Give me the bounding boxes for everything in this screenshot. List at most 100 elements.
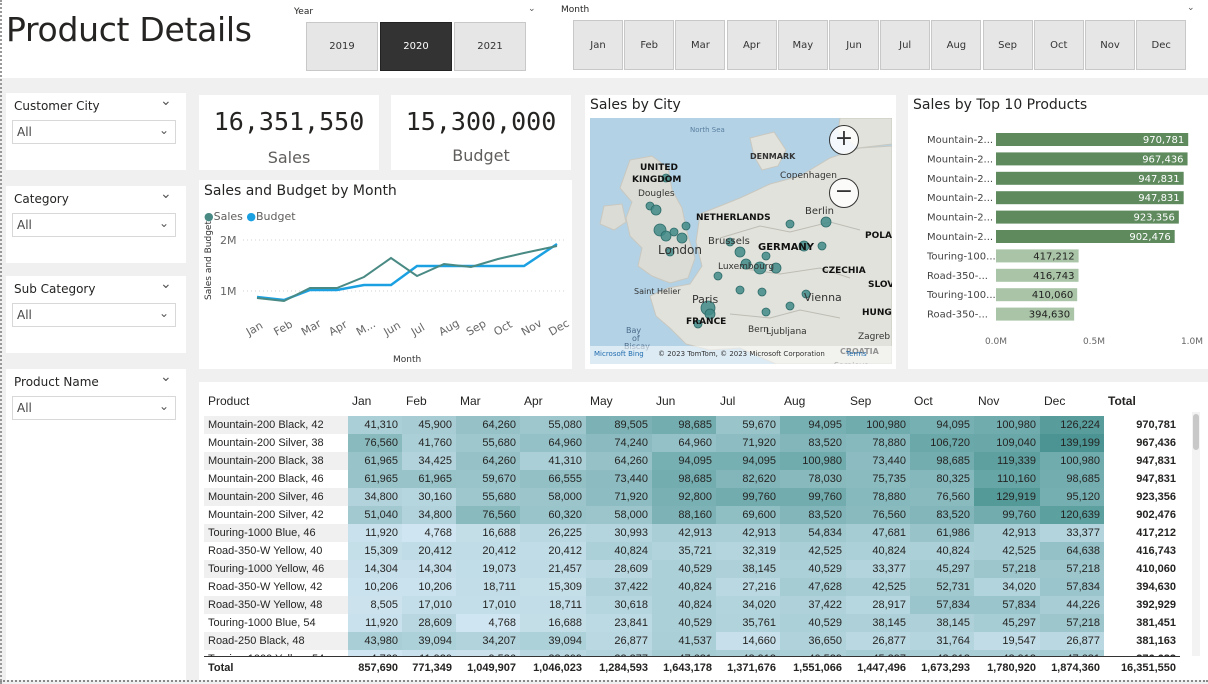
map-bubble[interactable] — [801, 289, 811, 299]
table-row[interactable]: Mountain-200 Silver, 38 76,560 41,760 55,68… — [204, 434, 1180, 452]
map-bubble[interactable] — [681, 221, 691, 231]
month-tile-mar[interactable]: Mar — [675, 20, 726, 70]
map-bubble[interactable] — [669, 227, 679, 237]
month-tile-jul[interactable]: Jul — [880, 20, 931, 70]
matrix-header-nov[interactable]: Nov — [978, 394, 1000, 408]
map-bubble[interactable] — [734, 246, 746, 258]
month-tile-apr[interactable]: Apr — [726, 20, 777, 70]
category-dropdown-value: All — [17, 218, 32, 232]
matrix-cell: 100,980 — [780, 452, 846, 470]
matrix-cell: 35,721 — [652, 542, 716, 560]
map-bubble[interactable] — [785, 301, 795, 311]
month-slicer-chevron-icon[interactable]: ⌄ — [1187, 3, 1195, 13]
matrix-header-dec[interactable]: Dec — [1044, 394, 1066, 408]
map-bubble[interactable] — [661, 173, 671, 183]
map-bubble[interactable] — [761, 251, 771, 261]
bar-value-label: 902,476 — [1129, 232, 1170, 243]
map-bubble[interactable] — [757, 287, 767, 297]
matrix-header-product[interactable]: Product — [208, 394, 250, 408]
bar-1[interactable] — [996, 152, 1188, 166]
month-tile-jun[interactable]: Jun — [829, 20, 879, 70]
bar-4[interactable] — [996, 210, 1179, 224]
matrix-header-jun[interactable]: Jun — [656, 394, 676, 408]
bar-0[interactable] — [996, 133, 1189, 146]
table-row[interactable]: Mountain-200 Silver, 42 51,040 34,800 76,56… — [204, 506, 1180, 524]
table-row[interactable]: Road-350-W Yellow, 42 10,206 10,206 18,711 1… — [204, 578, 1180, 596]
bar-2[interactable] — [996, 171, 1184, 185]
matrix-header-apr[interactable]: Apr — [524, 394, 543, 408]
matrix-header-sep[interactable]: Sep — [850, 394, 872, 408]
month-tile-sep[interactable]: Sep — [982, 20, 1033, 70]
matrix-header-oct[interactable]: Oct — [914, 394, 933, 408]
month-tile-feb[interactable]: Feb — [624, 20, 675, 70]
map-bubble[interactable] — [693, 319, 703, 329]
bar-9[interactable] — [996, 307, 1075, 321]
month-tile-may[interactable]: May — [777, 20, 828, 70]
table-row[interactable]: Mountain-200 Silver, 46 34,800 30,160 55,68… — [204, 488, 1180, 506]
sub-category-collapse-chevron-icon[interactable]: ⌄ — [160, 276, 172, 292]
map-bubble[interactable] — [660, 230, 672, 242]
matrix-header-may[interactable]: May — [590, 394, 613, 408]
bar-3[interactable] — [996, 191, 1184, 205]
year-tile-2021[interactable]: 2021 — [454, 22, 526, 71]
matrix-scrollbar[interactable] — [1192, 412, 1200, 656]
map-bubble[interactable] — [820, 216, 832, 228]
table-row[interactable]: Mountain-200 Black, 42 41,310 45,900 64,260… — [204, 416, 1180, 434]
category-dropdown[interactable]: All ⌄ — [12, 213, 176, 237]
table-row[interactable]: Mountain-200 Black, 38 61,965 34,425 64,260… — [204, 452, 1180, 470]
table-row[interactable]: Road-350-W Yellow, 40 15,309 20,412 20,412 2… — [204, 542, 1180, 560]
matrix-header-feb[interactable]: Feb — [406, 394, 427, 408]
bar-7[interactable] — [996, 268, 1079, 282]
map-label: Paris — [692, 293, 718, 306]
map-bubble[interactable] — [676, 232, 688, 244]
year-tile-2019[interactable]: 2019 — [306, 22, 378, 71]
year-slicer-chevron-icon[interactable]: ⌄ — [528, 4, 536, 14]
matrix-header-aug[interactable]: Aug — [784, 394, 806, 408]
customer-city-dropdown[interactable]: All ⌄ — [12, 120, 176, 144]
map-bubble[interactable] — [713, 271, 723, 281]
map-bubble[interactable] — [753, 261, 767, 275]
map-zoom-out-button[interactable]: − — [829, 178, 859, 208]
map-bubble[interactable] — [650, 204, 662, 216]
table-row[interactable]: Road-350-W Yellow, 48 8,505 17,010 17,010 18… — [204, 596, 1180, 614]
month-tile-jan[interactable]: Jan — [573, 20, 623, 70]
matrix-scrollbar-thumb[interactable] — [1193, 414, 1199, 450]
month-tile-dec[interactable]: Dec — [1136, 20, 1187, 70]
matrix-row-label: Road-250 Black, 48 — [204, 632, 348, 650]
bar-6[interactable] — [996, 249, 1079, 263]
matrix-cell: 100,980 — [846, 416, 910, 434]
bar-8[interactable] — [996, 288, 1078, 302]
matrix-header-total[interactable]: Total — [1108, 394, 1136, 408]
map-bubble[interactable] — [665, 247, 675, 257]
matrix-header-jul[interactable]: Jul — [720, 394, 736, 408]
product-name-dropdown[interactable]: All ⌄ — [12, 396, 176, 420]
customer-city-collapse-chevron-icon[interactable]: ⌄ — [160, 93, 172, 109]
table-row[interactable]: Touring-1000 Blue, 54 11,920 28,609 4,768 16… — [204, 614, 1180, 632]
product-name-collapse-chevron-icon[interactable]: ⌄ — [160, 369, 172, 385]
map-terms-link[interactable]: Terms — [845, 350, 867, 358]
matrix-header-mar[interactable]: Mar — [460, 394, 481, 408]
year-tile-2020[interactable]: 2020 — [380, 22, 452, 71]
month-tile-nov[interactable]: Nov — [1085, 20, 1135, 70]
table-row[interactable]: Touring-1000 Yellow, 46 14,304 14,304 19,07… — [204, 560, 1180, 578]
month-tile-aug[interactable]: Aug — [931, 20, 982, 70]
month-tile-oct[interactable]: Oct — [1033, 20, 1084, 70]
map-bubble[interactable] — [761, 307, 771, 317]
category-collapse-chevron-icon[interactable]: ⌄ — [160, 186, 172, 202]
map-bubble[interactable] — [725, 237, 735, 247]
map-bubble[interactable] — [740, 258, 752, 270]
map-bubble[interactable] — [798, 240, 810, 252]
map-bubble[interactable] — [770, 262, 782, 274]
table-row[interactable]: Road-250 Black, 48 43,980 39,094 34,207 39,0… — [204, 632, 1180, 650]
map-bubble[interactable] — [785, 219, 795, 229]
map-bubble[interactable] — [817, 241, 827, 251]
bar-5[interactable] — [996, 230, 1175, 243]
table-row[interactable]: Touring-1000 Blue, 46 11,920 4,768 16,688 26… — [204, 524, 1180, 542]
map-bubble[interactable] — [735, 285, 745, 295]
sub-category-dropdown[interactable]: All ⌄ — [12, 303, 176, 327]
map-bubble[interactable] — [704, 308, 716, 320]
matrix-header-jan[interactable]: Jan — [352, 394, 372, 408]
map-canvas[interactable]: North Sea DENMARK UNITED KINGDOM Copenhagen D… — [590, 118, 892, 364]
table-row[interactable]: Mountain-200 Black, 46 61,965 61,965 59,670… — [204, 470, 1180, 488]
map-zoom-in-button[interactable]: + — [829, 125, 859, 155]
